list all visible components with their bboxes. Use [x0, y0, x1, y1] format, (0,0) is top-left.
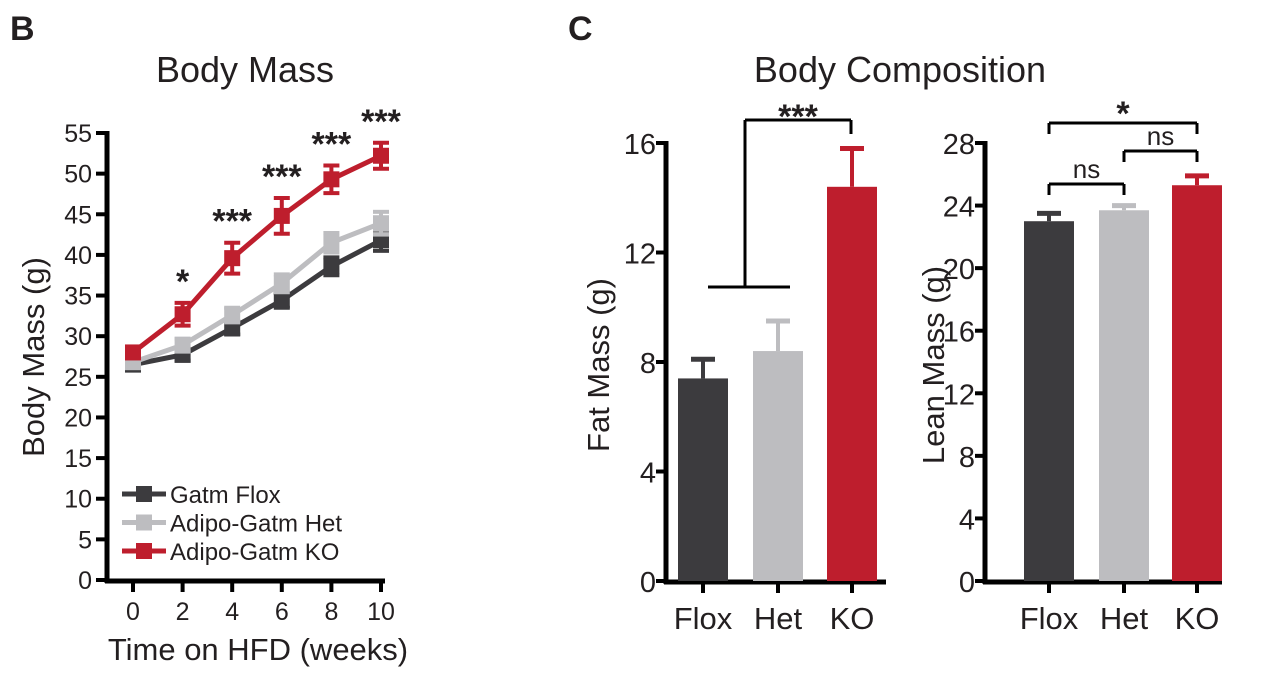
y-tick-label: 55 — [64, 120, 92, 148]
y-tick-label: 30 — [64, 323, 92, 351]
y-tick-label: 0 — [78, 567, 92, 595]
y-axis-label-lean-mass: Lean Mass (g) — [916, 266, 951, 464]
significance-label: *** — [312, 126, 352, 164]
y-tick-label: 12 — [943, 379, 975, 411]
legend-marker-het — [136, 514, 152, 531]
y-tick-label: 35 — [64, 283, 92, 311]
x-tick-label: 10 — [367, 598, 395, 626]
bar-ko — [1172, 185, 1222, 581]
data-point-het — [273, 275, 290, 292]
series-line-flox — [132, 238, 383, 368]
y-tick-label: 0 — [959, 567, 975, 599]
y-tick-label: 0 — [640, 567, 656, 599]
body-mass-title: Body Mass — [156, 49, 334, 90]
data-point-flox — [323, 258, 340, 275]
significance-label: * — [176, 263, 190, 301]
x-tick-label: Het — [754, 601, 803, 636]
body-composition-title: Body Composition — [754, 49, 1046, 90]
x-axis-label: Time on HFD (weeks) — [108, 632, 408, 667]
data-point-ko — [323, 171, 340, 188]
x-tick-label: Flox — [1020, 601, 1079, 636]
bar-ko — [827, 186, 877, 582]
y-tick-label: 4 — [959, 504, 975, 536]
bar-flox — [1024, 221, 1074, 581]
x-tick-label: 0 — [126, 598, 140, 626]
bar-het — [753, 351, 803, 581]
significance-label: *** — [262, 158, 302, 196]
y-tick-label: 24 — [943, 192, 975, 224]
legend-marker-flox — [136, 486, 152, 502]
panel-label-b: B — [10, 10, 35, 48]
significance-label: *** — [212, 203, 252, 241]
legend-label-flox: Gatm Flox — [170, 482, 281, 509]
data-point-ko — [273, 207, 290, 224]
y-tick-label: 15 — [64, 445, 92, 473]
bar-flox — [678, 378, 728, 581]
significance-label: *** — [361, 103, 401, 141]
y-tick-label: 5 — [78, 526, 92, 554]
data-point-het — [373, 215, 389, 232]
legend-label-het: Adipo-Gatm Het — [170, 511, 342, 538]
y-axis-label-body-mass: Body Mass (g) — [16, 257, 51, 457]
series-line-het — [132, 220, 382, 365]
x-tick-label: KO — [830, 601, 875, 636]
significance-label: * — [1116, 95, 1130, 133]
x-tick-label: 4 — [225, 598, 239, 626]
y-tick-label: 25 — [64, 364, 92, 392]
x-tick-label: 6 — [275, 598, 289, 626]
data-point-ko — [373, 147, 389, 164]
y-tick-label: 10 — [64, 486, 92, 514]
y-axis-label-fat-mass: Fat Mass (g) — [581, 278, 616, 452]
legend-label-ko: Adipo-Gatm KO — [170, 539, 339, 566]
y-tick-label: 16 — [624, 129, 656, 161]
significance-label: *** — [778, 98, 818, 136]
x-tick-label: 8 — [324, 598, 338, 626]
y-tick-label: 8 — [640, 348, 656, 380]
x-tick-label: 2 — [176, 598, 190, 626]
y-tick-label: 16 — [943, 317, 975, 349]
data-point-het — [323, 234, 340, 251]
y-tick-label: 50 — [64, 161, 92, 189]
y-tick-label: 45 — [64, 201, 92, 229]
significance-label: ns — [1147, 121, 1174, 151]
y-tick-label: 20 — [943, 254, 975, 286]
data-point-ko — [224, 250, 241, 267]
y-tick-label: 40 — [64, 242, 92, 270]
legend-marker-ko — [136, 543, 152, 559]
bar-het — [1099, 210, 1149, 581]
panel-label-c: C — [568, 10, 593, 48]
y-tick-label: 8 — [959, 442, 975, 474]
y-tick-label: 12 — [624, 239, 656, 271]
data-point-flox — [273, 292, 290, 309]
y-tick-label: 20 — [64, 404, 92, 432]
x-tick-label: Het — [1100, 601, 1149, 636]
series-line-ko — [131, 153, 383, 355]
x-tick-label: Flox — [674, 601, 733, 636]
y-tick-label: 28 — [943, 129, 975, 161]
data-point-ko — [174, 306, 191, 323]
y-tick-label: 4 — [640, 458, 656, 490]
data-point-ko — [125, 344, 141, 361]
data-point-het — [174, 337, 191, 354]
data-point-het — [224, 307, 241, 324]
x-tick-label: KO — [1175, 601, 1220, 636]
significance-label: ns — [1073, 154, 1100, 184]
